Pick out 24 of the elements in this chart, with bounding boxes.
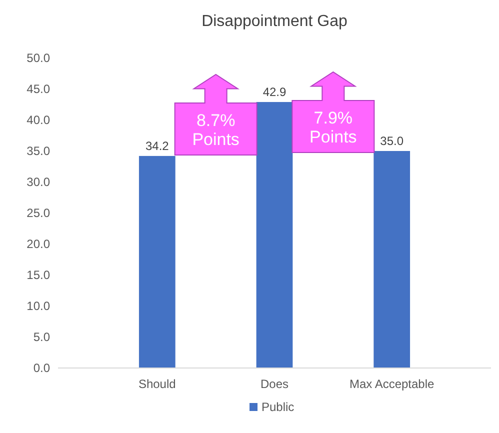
y-tick-label: 35.0 — [26, 144, 50, 158]
y-tick-label: 40.0 — [26, 113, 50, 127]
text: 35.0 — [380, 134, 404, 148]
bar — [138, 156, 176, 368]
y-tick-label: 15.0 — [26, 268, 50, 282]
y-tick-label: 25.0 — [26, 206, 50, 220]
x-tick-label: Does — [260, 377, 289, 391]
y-tick-label: 20.0 — [26, 237, 50, 251]
text: 42.9 — [262, 85, 286, 100]
x-tick-label: Should — [138, 377, 176, 391]
bar — [374, 151, 410, 368]
annotation: 8.7% Points — [192, 110, 240, 149]
y-tick-label: 0.0 — [33, 361, 50, 375]
y-tick-label: 50.0 — [26, 51, 50, 65]
legend-label: Public — [262, 400, 294, 414]
y-tick-label: 30.0 — [26, 175, 50, 189]
text: 34.2 — [145, 138, 169, 153]
annotation: 7.9% Points — [310, 108, 357, 147]
x-tick-label: Max Acceptable — [349, 377, 435, 391]
y-tick-label: 5.0 — [33, 330, 50, 344]
bar — [256, 102, 293, 368]
y-tick-label: 10.0 — [26, 299, 50, 313]
chart-title: Disappointment Gap — [202, 13, 348, 30]
y-tick-label: 45.0 — [26, 82, 50, 96]
